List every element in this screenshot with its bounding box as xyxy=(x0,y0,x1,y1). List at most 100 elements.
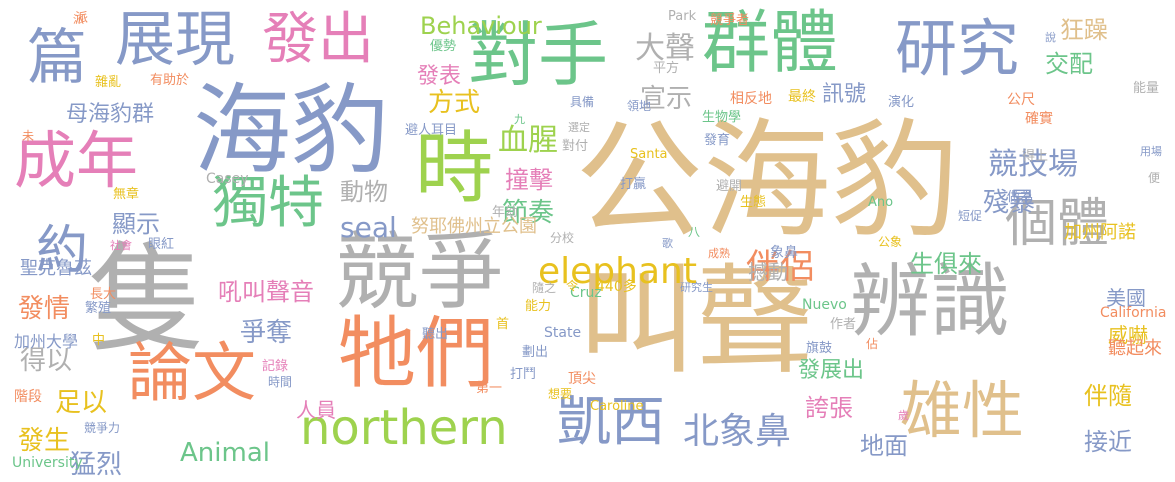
cloud-word: 加州阿諾 xyxy=(1064,222,1136,243)
cloud-word: 撞擊 xyxy=(505,166,553,194)
cloud-word: 歲 xyxy=(898,409,909,422)
cloud-word: 論文 xyxy=(128,337,256,411)
cloud-word: 第一 xyxy=(476,381,503,396)
cloud-word: elephant xyxy=(538,251,697,292)
cloud-word: Casey xyxy=(206,171,249,187)
cloud-word: 成年 xyxy=(14,124,139,197)
cloud-word: 方式 xyxy=(428,88,481,118)
cloud-word: 人員 xyxy=(296,398,336,422)
cloud-word: 得上 xyxy=(1022,149,1049,164)
cloud-word: 想要 xyxy=(548,387,573,401)
cloud-word: Ano xyxy=(868,195,894,210)
cloud-word: 接近 xyxy=(1084,428,1132,456)
cloud-word: 時 xyxy=(415,124,494,214)
cloud-word: 牠們 xyxy=(338,309,495,399)
cloud-word: 公海豹 xyxy=(575,107,960,256)
cloud-word: 約 xyxy=(36,221,89,281)
cloud-word: 首 xyxy=(496,317,510,332)
cloud-word: 中 xyxy=(92,333,106,348)
cloud-word: 競爭者 xyxy=(710,13,750,28)
cloud-word: 發展出 xyxy=(798,358,865,383)
cloud-word: 雜亂 xyxy=(95,75,122,90)
cloud-word: Behaviour xyxy=(420,12,542,40)
cloud-word: 440多 xyxy=(596,279,637,295)
cloud-word: 威嚇 xyxy=(1108,323,1148,347)
cloud-word: northern xyxy=(300,400,508,456)
cloud-word: 時間 xyxy=(268,375,293,389)
cloud-word: 得以 xyxy=(20,346,73,376)
cloud-word: 交配 xyxy=(1045,50,1093,78)
cloud-word: 宣示 xyxy=(640,84,693,114)
cloud-word: 階段 xyxy=(14,389,42,405)
cloud-word: 篇 xyxy=(27,23,87,93)
cloud-word: 避開 xyxy=(716,179,743,194)
cloud-word: 群體 xyxy=(702,4,839,83)
cloud-word: 避人耳目 xyxy=(405,123,458,138)
cloud-word: 顯示 xyxy=(112,210,160,238)
cloud-word: 加州大學 xyxy=(14,332,79,351)
cloud-word: 象鼻 xyxy=(770,245,798,261)
cloud-word: 研究生 xyxy=(680,281,713,294)
cloud-word: 做為 xyxy=(1007,190,1034,205)
cloud-word: 地面 xyxy=(860,432,908,460)
cloud-word: 長大 xyxy=(90,287,117,302)
cloud-word: 派 xyxy=(73,13,84,26)
cloud-word: 狂躁 xyxy=(1060,16,1108,44)
cloud-word: Santa xyxy=(630,147,668,162)
cloud-word: 殘暴 xyxy=(983,188,1036,218)
cloud-word: 發表 xyxy=(417,64,462,89)
cloud-word: 繁殖 xyxy=(85,301,112,316)
cloud-word: 頂尖 xyxy=(568,371,596,387)
cloud-word: 年幼 xyxy=(492,205,519,220)
cloud-word: 令 xyxy=(566,279,579,293)
cloud-word: 對手 xyxy=(468,14,608,96)
cloud-word: University xyxy=(12,455,83,471)
cloud-word: 劃出 xyxy=(522,345,549,360)
cloud-word: 辨識 xyxy=(850,255,1010,348)
cloud-word: 隻 xyxy=(88,230,207,368)
cloud-word: 伴隨 xyxy=(1084,382,1132,410)
cloud-word: 足以 xyxy=(55,388,108,418)
cloud-word: 說 xyxy=(1045,31,1056,44)
cloud-word: 聖克魯茲 xyxy=(20,258,92,279)
cloud-word: 爭奪 xyxy=(240,318,293,348)
cloud-word: 短促 xyxy=(958,209,983,223)
cloud-word: 眼紅 xyxy=(148,237,175,252)
cloud-word: 能力 xyxy=(525,299,552,314)
cloud-word: California xyxy=(1100,305,1167,321)
cloud-word: 能量 xyxy=(1133,81,1160,96)
cloud-word: 美國 xyxy=(1106,286,1146,310)
cloud-word: 凱西 xyxy=(557,390,665,453)
cloud-word: 誇張 xyxy=(805,394,853,422)
cloud-word: 社會 xyxy=(110,239,132,252)
cloud-word: 確實 xyxy=(1025,111,1053,127)
cloud-word: 佔 xyxy=(866,337,879,351)
cloud-word: 最終 xyxy=(788,89,816,105)
cloud-word: 有助於 xyxy=(150,73,190,88)
cloud-word: Nuevo xyxy=(802,297,847,313)
cloud-word: 平方 xyxy=(653,61,680,76)
cloud-word: 聽起來 xyxy=(1108,338,1162,359)
cloud-word: 生態 xyxy=(740,195,767,210)
cloud-word: 優勢 xyxy=(430,39,457,54)
cloud-word: 相反地 xyxy=(730,91,772,107)
cloud-word: 對付 xyxy=(562,139,589,154)
cloud-word: 聽出 xyxy=(422,327,449,342)
cloud-word: 吼叫聲音 xyxy=(218,278,314,306)
cloud-word: 伴侶 xyxy=(746,247,814,287)
cloud-word: 叫聲 xyxy=(578,252,815,390)
cloud-word: 血腥 xyxy=(498,123,558,158)
cloud-word: 研究 xyxy=(895,12,1020,85)
cloud-word: 獨特 xyxy=(212,171,324,236)
cloud-word: 北象鼻 xyxy=(683,411,792,452)
cloud-word: 公象 xyxy=(878,235,903,249)
cloud-word: 競爭力 xyxy=(84,421,121,435)
cloud-word: seal xyxy=(340,211,397,244)
cloud-word: 大聲 xyxy=(635,31,695,66)
cloud-word: 訊號 xyxy=(822,82,867,107)
cloud-word: 歌 xyxy=(662,237,673,250)
cloud-word: State xyxy=(544,325,582,341)
cloud-word: 旗鼓 xyxy=(806,341,833,356)
cloud-word: 選定 xyxy=(568,121,590,134)
